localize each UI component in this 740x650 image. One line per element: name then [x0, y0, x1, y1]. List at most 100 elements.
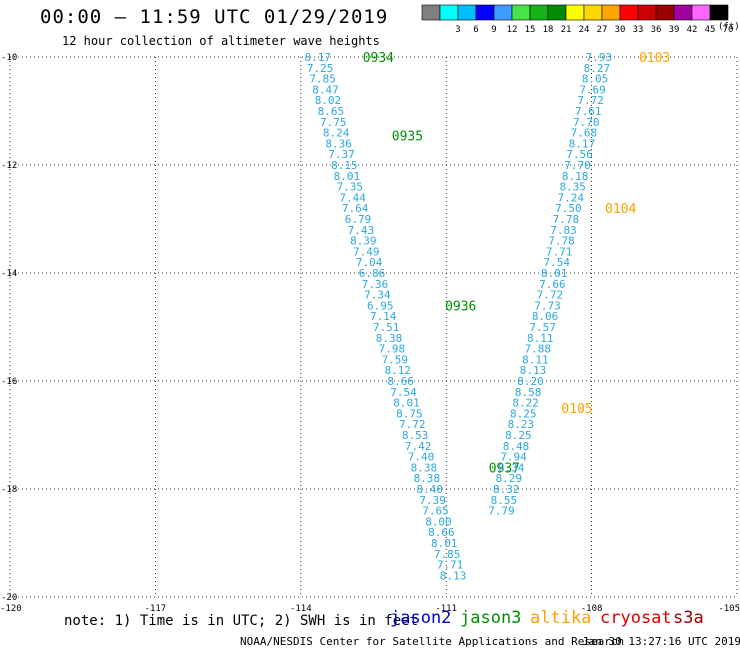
swh-value: 8.38 [376, 332, 403, 345]
x-tick-label: -111 [435, 604, 457, 614]
swh-value: 8.01 [393, 397, 420, 410]
swh-value: 8.17 [305, 51, 332, 64]
swh-value: 7.70 [573, 116, 600, 129]
swh-value: 8.75 [396, 407, 423, 420]
pass-time-label: 0935 [392, 129, 423, 144]
legend-jason2: jason2 [390, 608, 452, 628]
scale-swatch [457, 4, 477, 21]
legend-cryosat: cryosat [600, 608, 672, 628]
scale-swatch [637, 4, 657, 21]
chart-subtitle: 12 hour collection of altimeter wave hei… [62, 34, 380, 48]
swh-value: 7.93 [586, 51, 613, 64]
scale-swatch [421, 4, 441, 21]
swh-value: 7.79 [488, 505, 515, 518]
swh-value: 7.37 [328, 148, 355, 161]
swh-value: 7.64 [342, 202, 369, 215]
swh-value: 8.20 [517, 375, 544, 388]
footer-note: note: 1) Time is in UTC; 2) SWH is in fe… [64, 613, 419, 629]
scale-tick-label: 12 [507, 25, 518, 35]
swh-value: 7.83 [550, 224, 577, 237]
scale-tick-label: 30 [615, 25, 626, 35]
chart-title: 00:00 — 11:59 UTC 01/29/2019 [40, 6, 389, 28]
scale-swatch [529, 4, 549, 21]
swh-value: 7.78 [548, 235, 575, 248]
swh-value: 7.25 [307, 62, 334, 75]
x-tick-label: -117 [145, 604, 167, 614]
swh-value: 7.54 [543, 256, 570, 269]
x-tick-label: -114 [290, 604, 312, 614]
swh-value: 7.44 [339, 191, 366, 204]
color-scale: 3 6 9 12 15 18 21 24 27 30 33 36 39 42 45 70 [421, 4, 733, 35]
swh-value: 7.88 [525, 343, 552, 356]
swh-value: 7.85 [434, 548, 461, 561]
swh-value: 8.36 [325, 137, 352, 150]
swh-value: 7.94 [500, 451, 527, 464]
swh-value: 8.05 [582, 73, 609, 86]
swh-value: 8.13 [440, 569, 467, 582]
scale-swatch [709, 4, 729, 21]
swh-value: 8.35 [559, 181, 586, 194]
swh-value: 7.85 [309, 73, 336, 86]
scale-tick-label: 18 [543, 25, 554, 35]
axis-labels: -120 -117 -114 -111 -108 -105 -20 -18 -16 -14 -12 -… [0, 53, 740, 614]
y-tick-label: -12 [1, 161, 17, 171]
swh-value: 8.01 [334, 170, 361, 183]
scale-swatch [673, 4, 693, 21]
swh-value: 8.65 [318, 105, 345, 118]
scale-swatch [547, 4, 567, 21]
generated-timestamp: Jan 30 13:27:16 UTC 2019 [582, 635, 740, 648]
y-tick-label: -14 [1, 269, 17, 279]
swh-value: 7.36 [362, 278, 389, 291]
scale-tick-label: 45 [705, 25, 716, 35]
swh-value: 8.66 [428, 526, 455, 539]
swh-value: 7.34 [364, 289, 391, 302]
swh-value: 7.75 [320, 116, 347, 129]
swh-value: 7.14 [370, 310, 397, 323]
pass-time-label: 0103 [639, 51, 670, 66]
legend-jason3: jason3 [460, 608, 522, 628]
scale-tick-label: 21 [561, 25, 572, 35]
scale-tick-label: 42 [687, 25, 698, 35]
swh-value: 7.73 [534, 299, 561, 312]
swh-value: 8.13 [520, 364, 547, 377]
swh-marks: 8.177.257.858.478.028.657.758.248.367.37… [305, 51, 671, 582]
swh-value: 8.00 [425, 515, 452, 528]
swh-value: 8.38 [411, 461, 438, 474]
swh-value: 8.66 [387, 375, 414, 388]
swh-value: 7.24 [558, 191, 585, 204]
scale-tick-label: 9 [491, 25, 496, 35]
swh-value: 7.51 [373, 321, 400, 334]
swh-value: 8.38 [414, 472, 441, 485]
scale-tick-label: 6 [473, 25, 478, 35]
scale-tick-label: 39 [669, 25, 680, 35]
pass-time-label: 0104 [605, 202, 636, 217]
swh-value: 6.86 [359, 267, 386, 280]
pass-time-label: 0105 [561, 402, 592, 417]
swh-value: 7.50 [555, 202, 582, 215]
swh-value: 8.06 [532, 310, 559, 323]
swh-value: 8.40 [416, 483, 443, 496]
scale-swatch [655, 4, 675, 21]
swh-value: 6.95 [367, 299, 394, 312]
scale-swatch [601, 4, 621, 21]
swh-value: 8.27 [584, 62, 611, 75]
swh-value: 7.70 [564, 159, 591, 172]
swh-value: 7.72 [537, 289, 564, 302]
swh-value: 7.39 [419, 494, 446, 507]
swh-value: 7.54 [390, 386, 417, 399]
scale-swatch [691, 4, 711, 21]
scale-swatch [619, 4, 639, 21]
swh-value: 8.55 [491, 494, 518, 507]
swh-value: 7.59 [382, 353, 409, 366]
swh-value: 7.49 [353, 245, 380, 258]
swh-value: 7.71 [437, 559, 464, 572]
swh-value: 8.01 [431, 537, 458, 550]
y-tick-label: -16 [1, 377, 17, 387]
swh-value: 6.79 [345, 213, 372, 226]
swh-value: 8.25 [505, 429, 532, 442]
scale-tick-label: 33 [633, 25, 644, 35]
swh-value: 8.11 [527, 332, 554, 345]
scale-swatch [565, 4, 585, 21]
swh-value: 7.65 [422, 505, 449, 518]
